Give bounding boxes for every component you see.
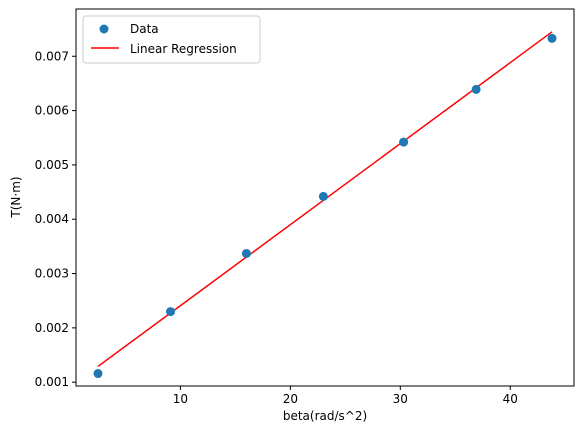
data-point (547, 33, 557, 43)
legend: Data Linear Regression (82, 15, 261, 64)
y-tick-label: 0.006 (35, 104, 69, 118)
y-axis: 0.001 0.002 0.003 0.004 0.005 0.006 0.007 (35, 49, 76, 389)
y-tick-label: 0.004 (35, 212, 69, 226)
legend-label-regression: Linear Regression (130, 42, 237, 56)
y-tick-label: 0.005 (35, 158, 69, 172)
x-tick-label: 10 (173, 392, 188, 406)
x-tick-label: 30 (393, 392, 408, 406)
data-point (399, 137, 409, 147)
legend-box (82, 15, 261, 64)
data-point (93, 369, 103, 379)
y-tick-label: 0.001 (35, 375, 69, 389)
data-point (166, 307, 176, 317)
y-tick-label: 0.002 (35, 321, 69, 335)
plot-frame (75, 8, 575, 387)
data-point (241, 248, 251, 258)
data-point (471, 84, 481, 94)
legend-label-data: Data (130, 22, 159, 36)
x-tick-label: 20 (283, 392, 298, 406)
legend-marker-data (99, 24, 109, 34)
x-tick-label: 40 (503, 392, 518, 406)
chart-marks (93, 31, 557, 379)
x-axis: 10 20 30 40 (173, 386, 518, 406)
y-tick-label: 0.007 (35, 49, 69, 63)
x-axis-label: beta(rad/s^2) (283, 409, 367, 423)
data-point (318, 191, 328, 201)
y-axis-label: T(N·m) (9, 176, 23, 218)
y-tick-label: 0.003 (35, 267, 69, 281)
